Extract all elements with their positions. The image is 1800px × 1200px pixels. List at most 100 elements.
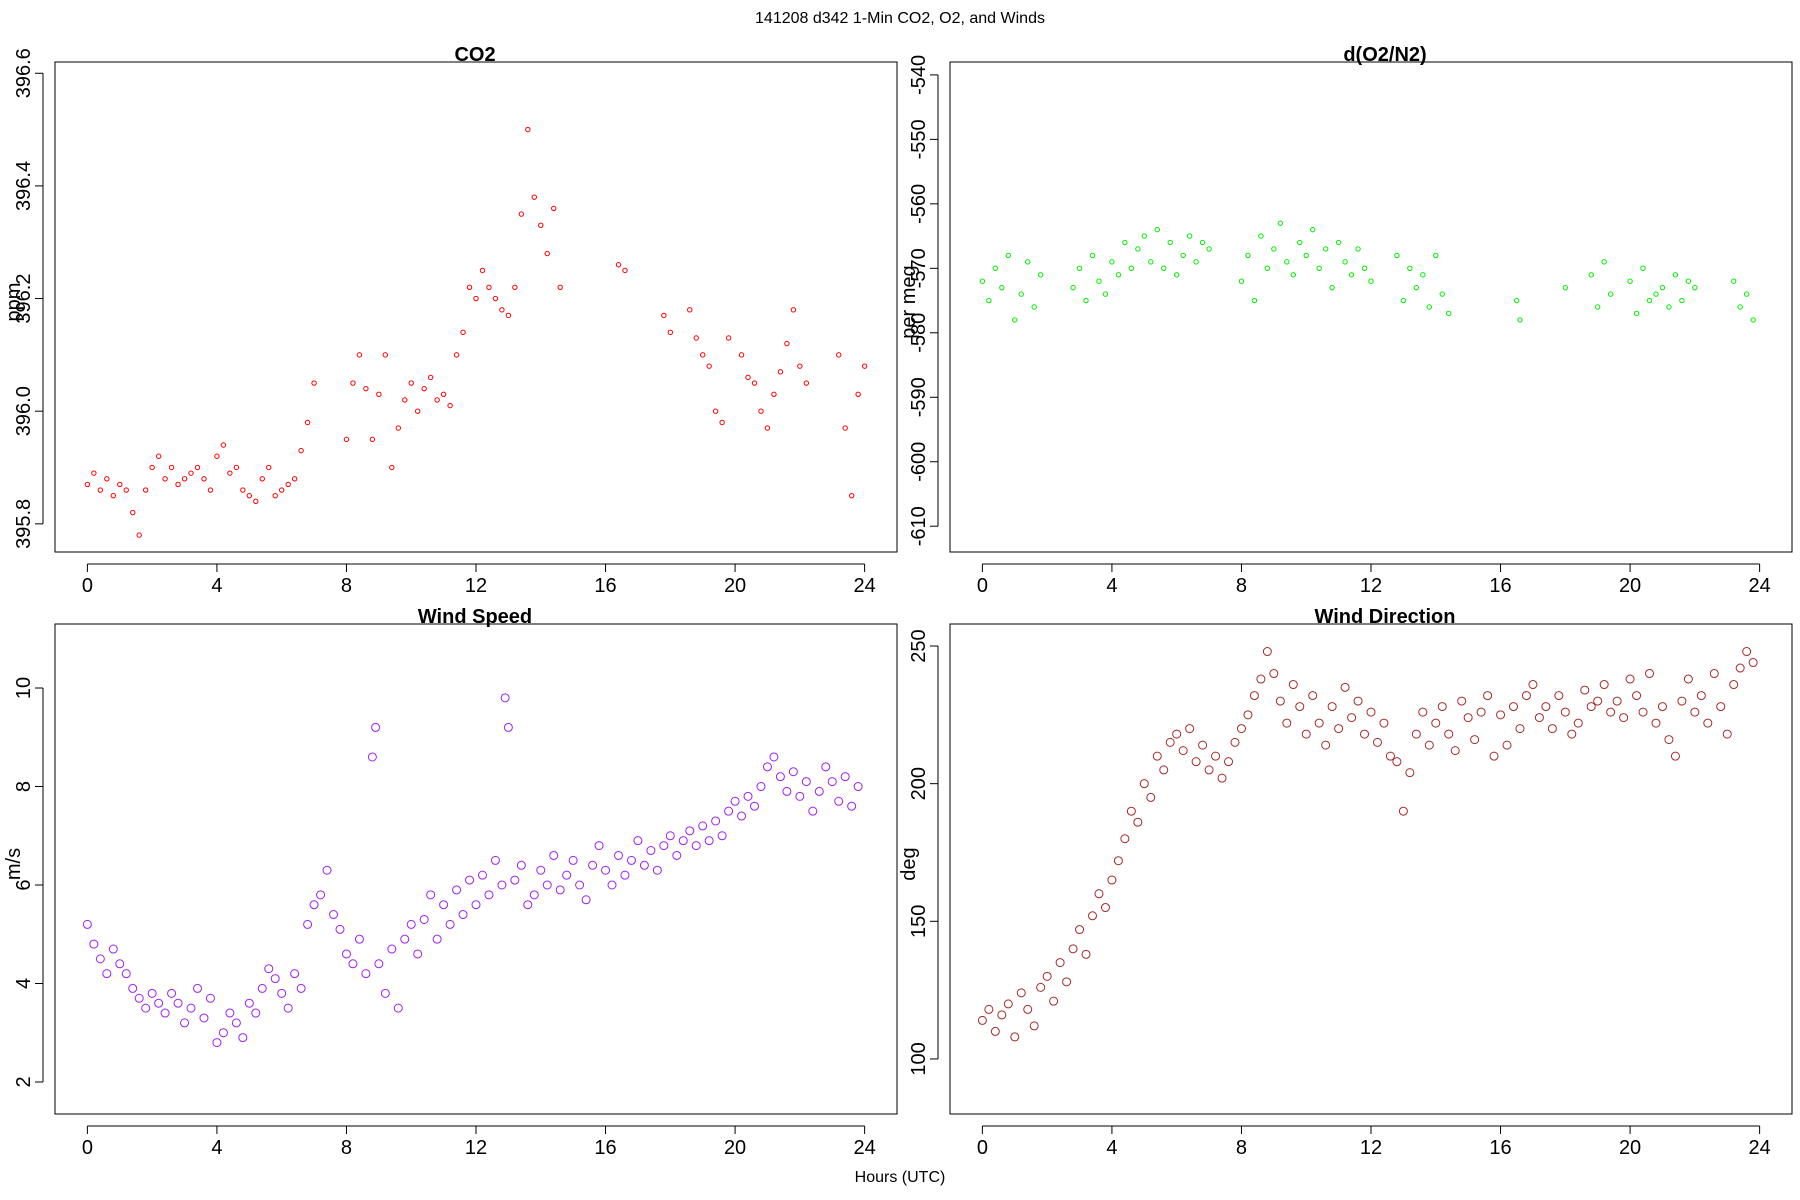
wind-direction-data-point xyxy=(1321,740,1331,750)
wind-speed-data-point xyxy=(251,1008,261,1018)
wind-speed-data-point xyxy=(840,772,850,782)
wind-speed-data-point xyxy=(192,983,202,993)
o2n2-data-point xyxy=(1161,265,1167,272)
wind-direction-data-point xyxy=(1534,713,1544,723)
wind-direction-data-point xyxy=(1249,691,1259,701)
wind-speed-data-point xyxy=(108,944,118,954)
co2-data-point xyxy=(253,498,259,505)
o2n2-x-tick-label: 8 xyxy=(1236,575,1247,597)
wind-speed-x-tick-label: 8 xyxy=(341,1137,352,1159)
wind-speed-data-point xyxy=(160,1008,170,1018)
wind-direction-y-label: deg xyxy=(898,847,920,880)
co2-data-point xyxy=(304,419,311,426)
wind-direction-data-point xyxy=(1696,691,1706,701)
co2-x-tick-label: 4 xyxy=(211,575,222,597)
wind-direction-data-point xyxy=(1612,696,1622,706)
wind-speed-data-point xyxy=(413,949,423,959)
wind-speed-data-point xyxy=(303,919,313,929)
co2-data-point xyxy=(84,481,91,488)
co2-data-point xyxy=(525,126,531,133)
o2n2-data-point xyxy=(1633,310,1640,317)
wind-direction-data-point xyxy=(1301,729,1311,739)
wind-speed-data-point xyxy=(801,777,811,787)
o2n2-data-point xyxy=(1297,239,1303,246)
wind-direction-data-point xyxy=(1327,702,1337,712)
wind-direction-data-point xyxy=(1023,1004,1033,1014)
wind-direction-data-point xyxy=(1126,806,1136,816)
o2n2-data-point xyxy=(1245,252,1251,259)
wind-speed-data-point xyxy=(121,969,131,979)
co2-data-point xyxy=(246,492,253,499)
co2-data-point xyxy=(389,464,395,471)
wind-direction-data-point xyxy=(1521,691,1531,701)
wind-speed-data-point xyxy=(439,900,449,910)
wind-speed-data-point xyxy=(503,722,513,732)
co2-data-point xyxy=(667,329,674,336)
wind-speed-data-point xyxy=(277,988,287,998)
o2n2-data-point xyxy=(1672,272,1679,278)
o2n2-data-point xyxy=(1653,291,1659,297)
co2-data-point xyxy=(693,335,699,341)
wind-direction-data-point xyxy=(1282,718,1292,728)
wind-direction-data-point xyxy=(1748,658,1758,668)
co2-data-point xyxy=(551,205,557,212)
co2-data-point xyxy=(356,352,363,358)
wind-direction-data-point xyxy=(1146,792,1156,802)
co2-data-point xyxy=(447,402,453,409)
wind-direction-data-point xyxy=(1049,996,1059,1006)
wind-speed-data-point xyxy=(750,801,760,811)
wind-speed-data-point xyxy=(762,762,772,772)
figure-title: 141208 d342 1-Min CO2, O2, and Winds xyxy=(755,10,1045,27)
co2-data-point xyxy=(499,307,505,313)
co2-data-point xyxy=(402,397,408,403)
wind-direction-data-point xyxy=(1275,696,1285,706)
o2n2-data-point xyxy=(1012,317,1018,323)
wind-direction-data-point xyxy=(1515,724,1525,734)
co2-data-point xyxy=(214,453,220,459)
o2n2-data-point xyxy=(1284,259,1290,265)
wind-speed-data-point xyxy=(814,786,824,796)
co2-data-point xyxy=(855,391,861,397)
wind-speed-data-point xyxy=(371,722,381,732)
wind-speed-data-point xyxy=(672,850,682,860)
wind-speed-data-point xyxy=(128,983,138,993)
o2n2-data-point xyxy=(1342,259,1348,265)
co2-y-label: ppm xyxy=(3,283,25,322)
wind-direction-data-point xyxy=(1172,729,1182,739)
co2-data-point xyxy=(201,476,207,482)
o2n2-data-point xyxy=(1180,252,1186,259)
o2n2-x-tick-label: 12 xyxy=(1360,575,1382,597)
o2n2-x-tick-label: 24 xyxy=(1748,575,1770,597)
wind-direction-data-point xyxy=(1496,710,1506,720)
wind-direction-data-point xyxy=(1269,669,1279,679)
wind-direction-data-point xyxy=(1716,702,1726,712)
o2n2-x-tick-label: 16 xyxy=(1489,575,1511,597)
co2-data-point xyxy=(291,476,298,482)
wind-speed-data-point xyxy=(180,1018,190,1028)
co2-data-point xyxy=(473,295,479,302)
co2-x-tick-label: 8 xyxy=(341,575,352,597)
wind-speed-data-point xyxy=(678,836,688,846)
wind-speed-x-tick-label: 0 xyxy=(82,1137,93,1159)
co2-data-point xyxy=(538,222,544,229)
wind-direction-data-point xyxy=(1133,817,1143,827)
wind-direction-data-point xyxy=(1457,696,1467,706)
wind-speed-data-point xyxy=(225,1008,235,1018)
co2-data-point xyxy=(790,307,797,313)
o2n2-data-point xyxy=(999,284,1005,291)
wind-speed-data-point xyxy=(652,865,662,875)
wind-speed-data-point xyxy=(685,826,695,836)
co2-data-point xyxy=(285,481,291,488)
co2-data-point xyxy=(803,380,810,386)
co2-data-point xyxy=(440,391,447,397)
wind-direction-x-tick-label: 16 xyxy=(1489,1137,1511,1159)
co2-data-point xyxy=(266,464,272,471)
wind-direction-data-point xyxy=(1120,834,1130,844)
wind-direction-data-point xyxy=(1683,674,1693,684)
wind-direction-data-point xyxy=(1670,751,1680,761)
co2-data-point xyxy=(512,284,518,290)
co2-data-point xyxy=(719,419,725,426)
wind-direction-data-point xyxy=(1560,707,1570,717)
o2n2-data-point xyxy=(1122,239,1128,246)
o2n2-data-point xyxy=(1290,272,1296,278)
